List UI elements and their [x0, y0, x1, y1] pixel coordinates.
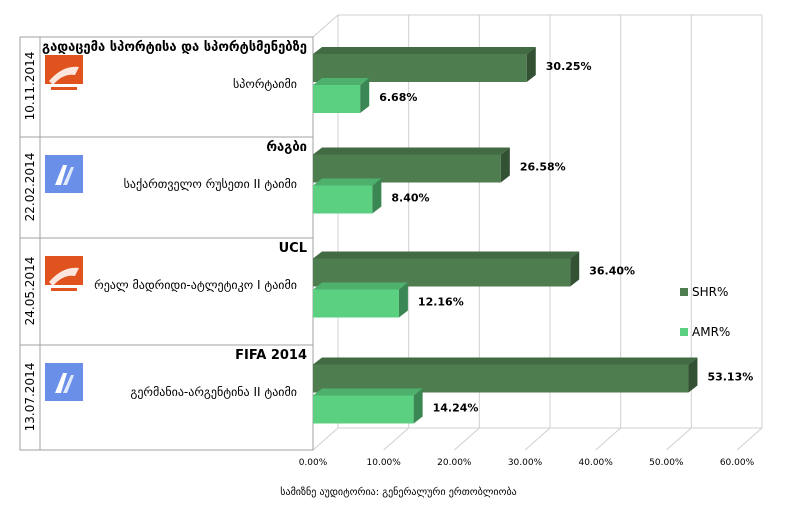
data-label: 12.16%	[418, 296, 464, 309]
category-subtitle: რეალ მადრიდი-ატლეტიკო I ტაიმი	[94, 278, 297, 292]
bar-top-SHR%	[313, 147, 510, 155]
gridline-floor	[312, 427, 339, 451]
bar-side-SHR%	[570, 251, 580, 287]
category-title: რაგბი	[266, 140, 307, 155]
data-label: 14.24%	[433, 402, 479, 415]
bar-amr	[313, 85, 361, 113]
bar-side-AMR%	[413, 388, 423, 424]
bar-side-AMR%	[398, 282, 408, 318]
broadcaster-logo-blue-icon	[45, 155, 83, 193]
chart-caption: სამიზნე აუდიტორია: გენერალური ერთობლიობა	[280, 487, 517, 498]
data-label: 36.40%	[589, 265, 635, 278]
bar-shr	[313, 154, 501, 183]
category-title: FIFA 2014	[235, 348, 307, 363]
data-label: 30.25%	[546, 60, 592, 73]
legend-label-shr: SHR%	[692, 285, 729, 299]
gridline-floor	[595, 427, 621, 451]
side-wall-top	[312, 14, 339, 38]
category-date: 10.11.2014	[23, 51, 37, 121]
bar-side-SHR%	[688, 357, 698, 393]
bar-top-AMR%	[313, 388, 423, 396]
bar-amr	[313, 185, 373, 214]
data-label: 53.13%	[707, 371, 753, 384]
x-tick-label: 40.00%	[579, 458, 614, 468]
bar-side-SHR%	[526, 47, 536, 82]
x-tick-label: 60.00%	[720, 458, 755, 468]
category-date: 13.07.2014	[23, 362, 37, 431]
gridline-floor	[383, 427, 409, 451]
data-label: 6.68%	[379, 91, 417, 104]
legend-item-shr: SHR%	[680, 285, 728, 299]
category-title: გადაცემა სპორტისა და სპორტსმენებზე	[42, 40, 307, 55]
data-label: 26.58%	[520, 161, 566, 174]
gridline-floor	[454, 427, 480, 451]
bar-top-SHR%	[313, 251, 580, 259]
bar-top-AMR%	[313, 282, 408, 290]
bar-amr	[313, 395, 414, 424]
bar-shr	[313, 258, 571, 287]
bar-shr	[313, 54, 527, 82]
gridline-floor	[736, 427, 763, 451]
x-tick-label: 20.00%	[437, 458, 472, 468]
x-tick-label: 10.00%	[367, 458, 402, 468]
legend-swatch-amr	[680, 328, 688, 336]
category-date: 22.02.2014	[23, 152, 37, 221]
legend-label-amr: AMR%	[692, 325, 731, 339]
bar-side-SHR%	[500, 147, 510, 183]
x-tick-label: 30.00%	[508, 458, 543, 468]
broadcaster-logo-orange-icon	[45, 55, 83, 93]
bar-side-AMR%	[372, 178, 382, 214]
bar-top-AMR%	[313, 178, 382, 186]
bar-side-AMR%	[360, 78, 370, 113]
bar-top-AMR%	[313, 78, 370, 85]
bar-top-SHR%	[313, 47, 536, 54]
bar-amr	[313, 289, 399, 318]
gridline-floor	[666, 427, 692, 451]
category-date: 24.05.2014	[23, 256, 37, 325]
gridline-floor	[524, 427, 551, 451]
legend-item-amr: AMR%	[680, 325, 730, 339]
bar-shr	[313, 364, 689, 393]
category-subtitle: სპორტაიმი	[233, 77, 297, 91]
bar-top-SHR%	[313, 357, 698, 365]
category-subtitle: გერმანია-არგენტინა II ტაიმი	[130, 385, 297, 399]
category-title: UCL	[278, 241, 307, 256]
x-tick-label: 0.00%	[299, 458, 328, 468]
x-tick-label: 50.00%	[649, 458, 684, 468]
broadcaster-logo-blue-icon	[45, 363, 83, 401]
broadcaster-logo-orange-icon	[45, 256, 83, 294]
legend-swatch-shr	[680, 288, 688, 296]
category-subtitle: საქართველო რუსეთი II ტაიმი	[123, 177, 297, 191]
data-label: 8.40%	[391, 192, 429, 205]
